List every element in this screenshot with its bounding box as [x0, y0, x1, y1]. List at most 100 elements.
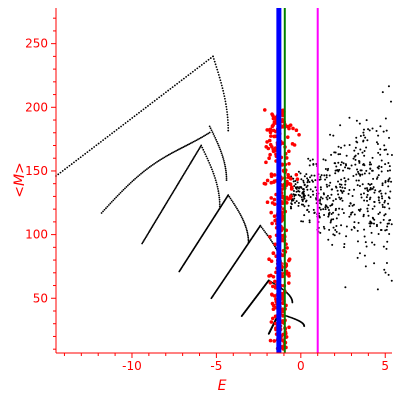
- data-point: [332, 233, 335, 236]
- data-point: [154, 161, 157, 164]
- data-point: [295, 200, 298, 203]
- data-point: [325, 183, 328, 186]
- x-tick-label: -5: [210, 359, 222, 373]
- data-point: [285, 246, 289, 250]
- data-point: [117, 127, 120, 130]
- data-point: [192, 140, 195, 143]
- data-point: [325, 174, 328, 177]
- data-point: [376, 143, 379, 146]
- data-point: [332, 134, 335, 137]
- data-point: [340, 161, 343, 164]
- data-point: [103, 208, 106, 211]
- data-point: [343, 246, 346, 249]
- data-point: [100, 212, 103, 214]
- data-point: [142, 108, 145, 111]
- data-point: [319, 231, 322, 234]
- data-point: [280, 183, 285, 188]
- data-point: [383, 206, 386, 209]
- data-point: [381, 184, 384, 187]
- data-point: [300, 220, 303, 223]
- data-point: [175, 149, 177, 152]
- data-point: [187, 74, 190, 77]
- data-point: [307, 157, 310, 160]
- data-point: [340, 183, 343, 186]
- data-point: [363, 235, 366, 238]
- data-point: [149, 103, 152, 106]
- data-point: [288, 176, 293, 181]
- data-point: [345, 225, 348, 228]
- data-point: [237, 209, 239, 212]
- data-point: [361, 173, 364, 176]
- data-point: [385, 148, 388, 151]
- data-point: [323, 227, 326, 230]
- data-point: [286, 197, 291, 201]
- data-point: [223, 163, 226, 166]
- data-point: [384, 163, 387, 166]
- data-point: [326, 206, 329, 209]
- data-point: [245, 228, 248, 230]
- data-point: [356, 240, 359, 243]
- data-point: [334, 162, 337, 165]
- data-point: [380, 195, 383, 198]
- data-point: [221, 156, 224, 158]
- data-point: [225, 179, 228, 181]
- data-point: [271, 275, 276, 279]
- data-point: [377, 134, 380, 137]
- data-point: [273, 242, 278, 247]
- red-points-layer: [262, 108, 301, 351]
- data-point: [387, 273, 390, 276]
- data-point: [344, 179, 347, 182]
- data-point: [358, 160, 361, 163]
- data-point: [227, 127, 230, 129]
- data-point: [353, 225, 356, 228]
- data-point: [280, 201, 285, 206]
- axes-layer: [55, 8, 392, 354]
- data-point: [387, 202, 390, 205]
- data-point: [334, 198, 337, 201]
- data-point: [353, 188, 356, 191]
- data-point: [390, 180, 393, 183]
- data-point: [364, 241, 367, 244]
- data-point: [309, 159, 312, 162]
- data-point: [167, 153, 170, 156]
- data-point: [122, 188, 125, 191]
- data-point: [342, 162, 345, 165]
- data-point: [293, 194, 296, 197]
- data-point: [380, 170, 383, 173]
- data-point: [97, 142, 100, 145]
- data-point: [381, 203, 384, 206]
- data-point: [207, 132, 210, 135]
- x-axis-title: E: [218, 378, 227, 394]
- data-point: [272, 197, 277, 202]
- data-point: [59, 171, 62, 174]
- data-point: [230, 199, 233, 202]
- data-point: [377, 167, 380, 170]
- data-point: [384, 192, 387, 195]
- data-point: [322, 225, 325, 228]
- data-point: [243, 221, 245, 224]
- data-point: [265, 232, 268, 235]
- data-point: [377, 174, 380, 177]
- data-point: [66, 166, 69, 169]
- data-point: [349, 202, 352, 205]
- data-point: [268, 127, 273, 132]
- data-point: [216, 68, 219, 71]
- data-point: [367, 128, 370, 131]
- data-point: [165, 91, 167, 94]
- data-point: [266, 234, 269, 237]
- data-point: [203, 151, 206, 153]
- data-point: [144, 106, 147, 109]
- data-point: [309, 196, 312, 199]
- data-point: [160, 158, 163, 161]
- data-point: [156, 161, 158, 163]
- data-point: [264, 160, 268, 165]
- data-point: [195, 139, 198, 142]
- data-point: [336, 169, 339, 172]
- data-point: [312, 193, 315, 196]
- data-point: [106, 205, 109, 208]
- data-point: [310, 174, 313, 177]
- data-point: [225, 177, 228, 180]
- data-point: [365, 245, 368, 248]
- data-point: [319, 202, 322, 205]
- data-point: [297, 170, 300, 173]
